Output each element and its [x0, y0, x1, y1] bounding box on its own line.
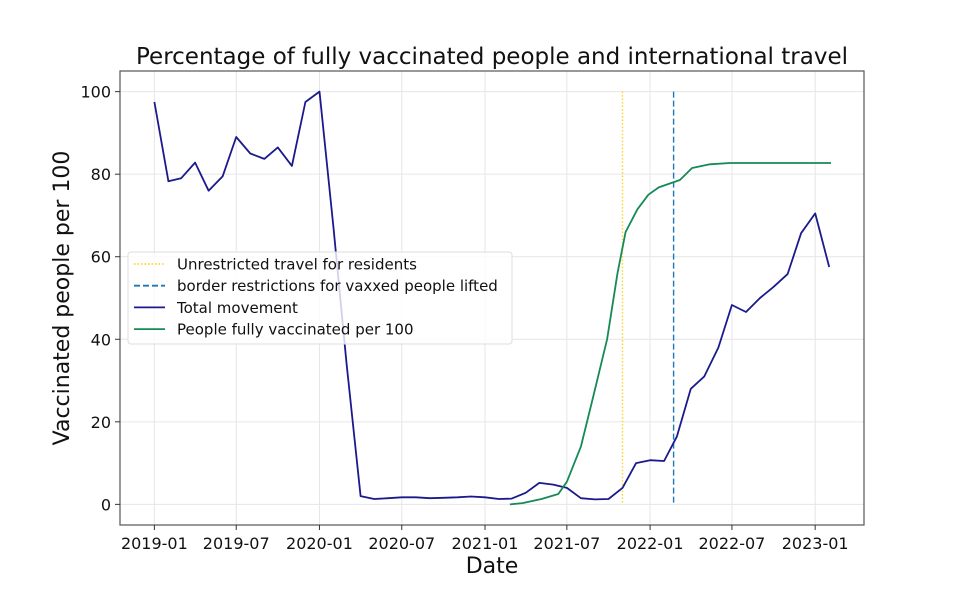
x-tick-label: 2020-07 — [368, 534, 435, 553]
y-tick-label: 20 — [91, 413, 111, 432]
axes-frame — [119, 70, 865, 526]
series-line-total-movement — [153, 90, 831, 501]
y-tick-label: 40 — [91, 330, 111, 349]
legend-label: Total movement — [176, 299, 298, 317]
legend-label: Unrestricted travel for residents — [177, 256, 417, 274]
x-tick-label: 2022-01 — [617, 534, 684, 553]
chart-title: Percentage of fully vaccinated people an… — [136, 44, 848, 70]
x-tick-label: 2021-01 — [452, 534, 519, 553]
y-tick-label: 100 — [80, 83, 111, 102]
y-tick-label: 0 — [101, 495, 111, 514]
legend: Unrestricted travel for residents border … — [127, 251, 513, 345]
y-axis-label: Vaccinated people per 100 — [50, 151, 75, 446]
x-axis-label: Date — [466, 554, 519, 579]
x-tick-label: 2019-07 — [203, 534, 270, 553]
x-tick-label: 2023-01 — [782, 534, 849, 553]
x-axis: 2019-01 2019-07 2020-01 2020-07 2021-01 2021-… — [121, 525, 849, 553]
x-tick-label: 2020-01 — [286, 534, 353, 553]
y-tick-label: 60 — [91, 248, 111, 267]
legend-label: border restrictions for vaxxed people li… — [177, 277, 498, 295]
y-tick-label: 80 — [91, 165, 111, 184]
x-tick-label: 2019-01 — [121, 534, 188, 553]
legend-box — [127, 251, 513, 345]
legend-label: People fully vaccinated per 100 — [177, 321, 414, 339]
series-line-people-fully-vaccinated — [509, 162, 831, 506]
x-tick-label: 2022-07 — [699, 534, 766, 553]
y-axis: 0 20 40 60 80 100 — [80, 83, 120, 514]
x-tick-label: 2021-07 — [533, 534, 600, 553]
plot-area — [153, 90, 831, 506]
